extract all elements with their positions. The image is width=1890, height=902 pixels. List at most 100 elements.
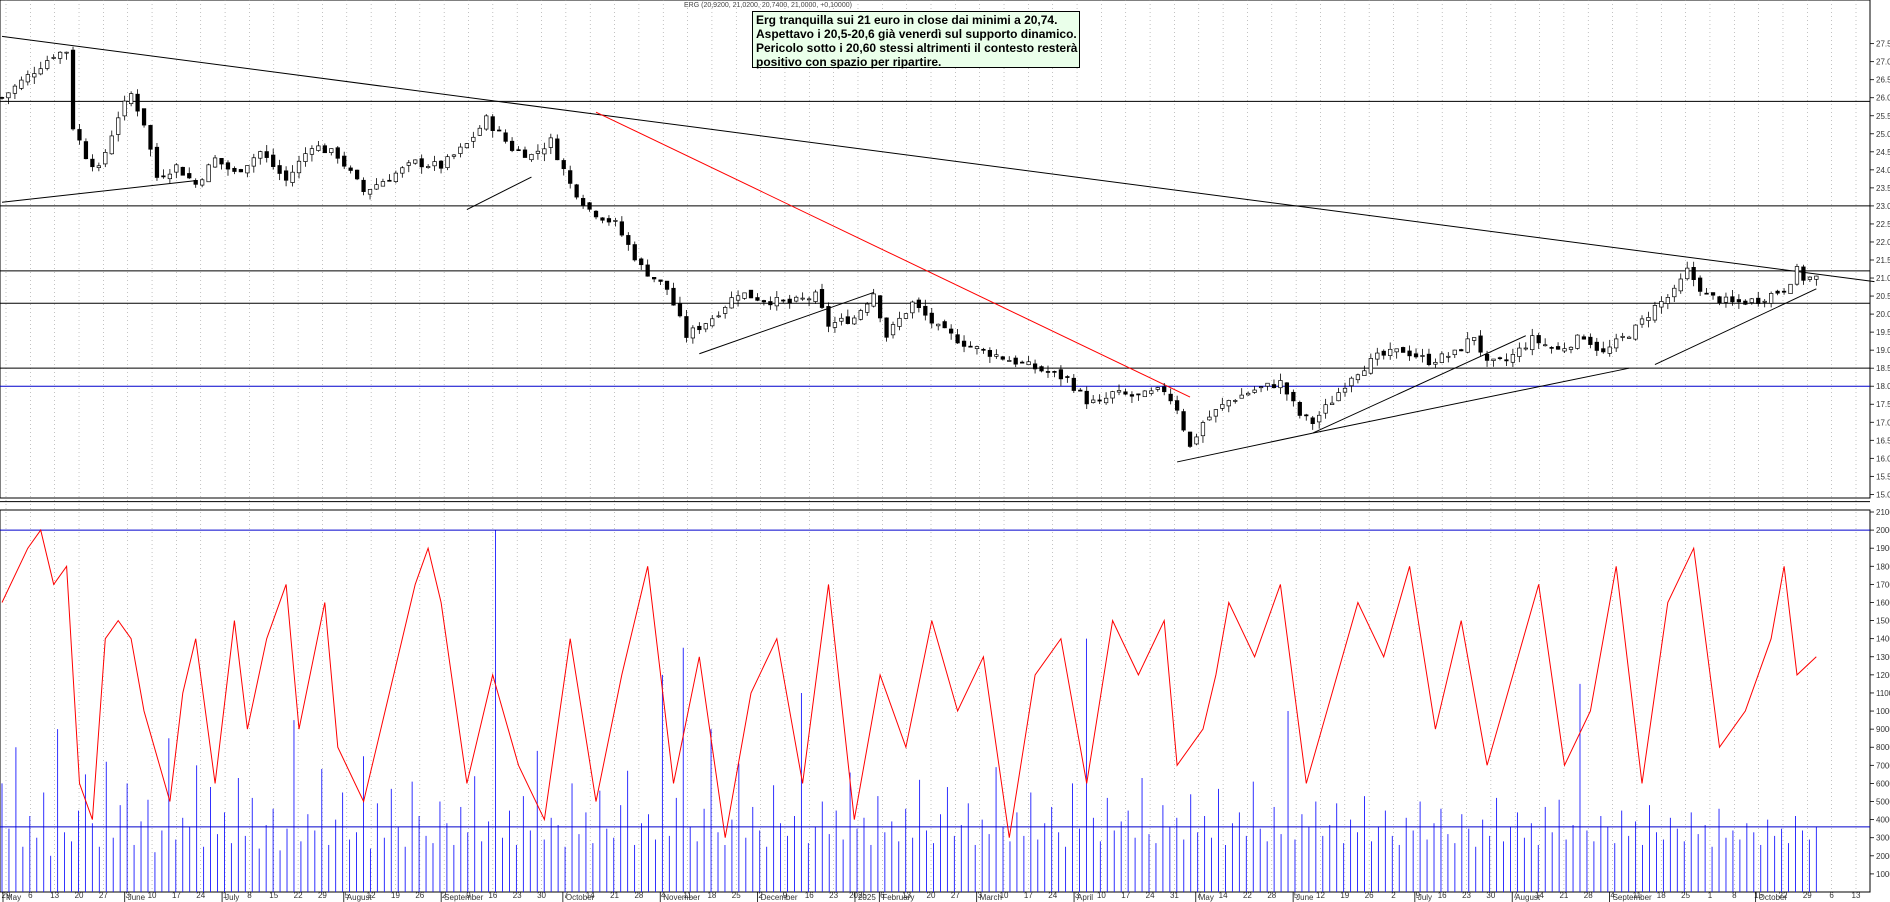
candle-body	[1213, 409, 1218, 417]
candle-body	[219, 158, 224, 165]
x-month-label: June	[1296, 893, 1314, 902]
candle-body	[1652, 305, 1658, 321]
x-day-label: 18	[1657, 891, 1666, 900]
candle-body	[632, 244, 637, 261]
candle-body	[742, 292, 747, 299]
candle-body	[1717, 296, 1722, 304]
candle-body	[619, 221, 624, 236]
candle-body	[690, 327, 695, 339]
candle-body	[1323, 404, 1328, 414]
volume-tick-label: 19000	[1876, 544, 1890, 553]
candle-body	[1459, 349, 1464, 352]
candle-body	[806, 298, 812, 301]
candle-body	[1084, 390, 1089, 405]
candle-body	[1175, 400, 1180, 411]
candle-body	[1607, 346, 1612, 354]
candle-body	[735, 295, 741, 301]
candle-body	[245, 165, 250, 174]
candle-body	[1439, 353, 1444, 363]
candle-body	[1278, 380, 1283, 389]
candle-body	[1065, 376, 1070, 378]
trendline	[1, 35, 1875, 283]
candle-body	[1078, 389, 1083, 392]
x-day-label: 25	[732, 891, 741, 900]
price-tick-label: 23.0	[1876, 202, 1890, 211]
candle-body	[141, 108, 147, 126]
volume-tick-label: 5000	[1876, 798, 1890, 807]
candle-body	[509, 140, 515, 151]
candle-body	[1181, 411, 1186, 431]
candle-body	[968, 345, 973, 348]
candle-body	[839, 317, 844, 322]
candle-body	[1698, 277, 1703, 292]
x-day-label: 30	[1486, 891, 1495, 900]
candle-body	[587, 202, 592, 210]
price-tick-label: 17.5	[1876, 400, 1890, 409]
x-day-label: 11	[1633, 891, 1642, 900]
candle-body	[1756, 297, 1761, 304]
candle-body	[768, 301, 773, 306]
candle-body	[1097, 399, 1102, 402]
candle-body	[503, 132, 508, 142]
candle-body	[1375, 352, 1380, 360]
candle-body	[264, 151, 269, 158]
x-day-label: 2025	[849, 891, 867, 900]
candle-body	[1136, 393, 1141, 396]
candle-body	[1013, 357, 1018, 365]
x-day-label: 18	[707, 891, 716, 900]
candle-body	[1194, 436, 1199, 445]
candle-body	[1220, 404, 1225, 409]
candle-body	[1400, 347, 1406, 353]
candle-body	[1413, 353, 1419, 358]
candle-body	[1142, 390, 1147, 398]
candle-body	[109, 135, 114, 155]
candle-body	[1265, 382, 1270, 387]
candle-body	[1543, 344, 1548, 347]
x-day-label: 11	[683, 891, 692, 900]
x-day-label: 13	[50, 891, 59, 900]
trendline	[1312, 335, 1527, 434]
candle-body	[1349, 377, 1354, 387]
x-day-label: 15	[1754, 891, 1763, 900]
candle-body	[606, 218, 612, 223]
candle-body	[419, 158, 424, 168]
x-day-label: 6	[1829, 891, 1834, 900]
x-month-label: 2025	[858, 893, 876, 902]
candle-body	[1736, 299, 1741, 303]
x-day-label: 22	[1779, 891, 1788, 900]
x-month-label: May	[1199, 893, 1214, 902]
x-day-label: 24	[196, 891, 205, 900]
candle-body	[897, 317, 902, 327]
candle-body	[1814, 275, 1819, 280]
volume-tick-label: 20000	[1876, 526, 1890, 535]
candle-body	[387, 179, 392, 182]
candle-body	[580, 198, 586, 206]
candle-body	[129, 93, 134, 105]
x-day-label: 2	[758, 891, 763, 900]
candle-body	[884, 317, 889, 338]
volume-tick-label: 3000	[1876, 834, 1890, 843]
x-day-label: 14	[586, 891, 595, 900]
candle-body	[1691, 267, 1696, 280]
trendline	[1654, 288, 1817, 366]
x-day-label: 9	[1416, 891, 1421, 900]
candle-body	[316, 145, 321, 151]
candle-body	[426, 166, 431, 168]
candle-body	[32, 73, 37, 78]
candle-body	[994, 354, 999, 357]
candle-body	[1794, 266, 1800, 285]
candle-body	[1355, 374, 1361, 381]
trendline	[1312, 367, 1630, 434]
x-day-label: 8	[1732, 891, 1737, 900]
candle-body	[916, 299, 921, 309]
candle-body	[180, 166, 185, 176]
price-tick-label: 23.5	[1876, 184, 1890, 193]
candle-body	[25, 74, 30, 83]
volume-tick-label: 17000	[1876, 580, 1890, 589]
x-day-label: 4	[661, 891, 666, 900]
x-day-label: 7	[564, 891, 569, 900]
candle-body	[380, 181, 386, 187]
candle-body	[1523, 347, 1528, 350]
candle-body	[1168, 393, 1173, 402]
candle-body	[593, 210, 599, 218]
